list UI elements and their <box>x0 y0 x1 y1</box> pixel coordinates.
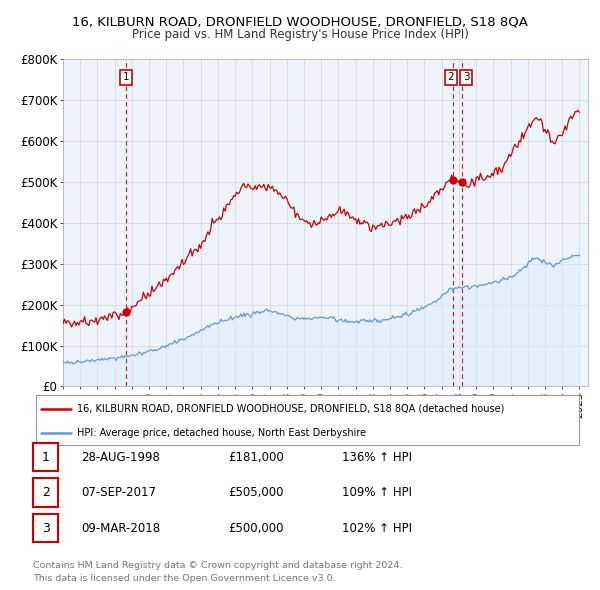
Text: 28-AUG-1998: 28-AUG-1998 <box>81 451 160 464</box>
Text: 102% ↑ HPI: 102% ↑ HPI <box>342 522 412 535</box>
Text: 3: 3 <box>41 522 50 535</box>
Text: £181,000: £181,000 <box>228 451 284 464</box>
Text: 109% ↑ HPI: 109% ↑ HPI <box>342 486 412 499</box>
Text: This data is licensed under the Open Government Licence v3.0.: This data is licensed under the Open Gov… <box>33 573 335 583</box>
Text: 1: 1 <box>123 73 130 83</box>
Text: 07-SEP-2017: 07-SEP-2017 <box>81 486 156 499</box>
Text: 3: 3 <box>463 73 469 83</box>
Text: £500,000: £500,000 <box>228 522 284 535</box>
Text: 2: 2 <box>447 73 454 83</box>
Text: Price paid vs. HM Land Registry's House Price Index (HPI): Price paid vs. HM Land Registry's House … <box>131 28 469 41</box>
Text: 09-MAR-2018: 09-MAR-2018 <box>81 522 160 535</box>
Text: 1: 1 <box>41 451 50 464</box>
Text: 136% ↑ HPI: 136% ↑ HPI <box>342 451 412 464</box>
Text: 16, KILBURN ROAD, DRONFIELD WOODHOUSE, DRONFIELD, S18 8QA: 16, KILBURN ROAD, DRONFIELD WOODHOUSE, D… <box>72 15 528 28</box>
Text: 2: 2 <box>41 486 50 499</box>
Text: 16, KILBURN ROAD, DRONFIELD WOODHOUSE, DRONFIELD, S18 8QA (detached house): 16, KILBURN ROAD, DRONFIELD WOODHOUSE, D… <box>77 404 504 414</box>
Text: Contains HM Land Registry data © Crown copyright and database right 2024.: Contains HM Land Registry data © Crown c… <box>33 560 403 570</box>
Text: £505,000: £505,000 <box>228 486 284 499</box>
Text: HPI: Average price, detached house, North East Derbyshire: HPI: Average price, detached house, Nort… <box>77 428 366 438</box>
